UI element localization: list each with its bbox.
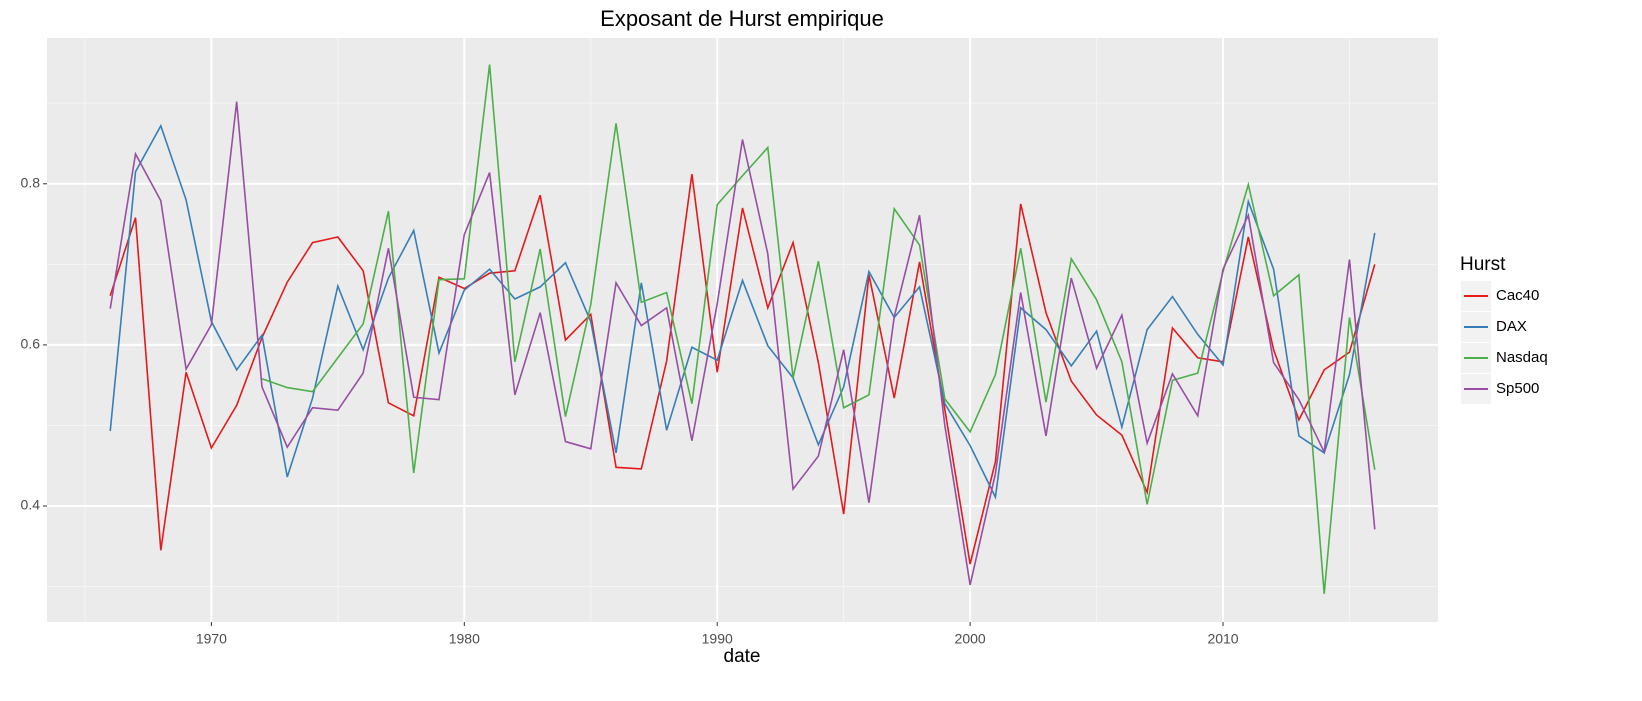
legend-label: Nasdaq: [1496, 349, 1548, 366]
y-tick-label: 0.6: [21, 336, 41, 352]
x-tick-label: 1970: [196, 631, 227, 647]
chart-title: Exposant de Hurst empirique: [600, 6, 884, 31]
line: [109, 101, 1376, 586]
line: [261, 64, 1376, 594]
line: [109, 123, 1376, 500]
panel: [47, 38, 1438, 622]
legend-title: Hurst: [1460, 254, 1506, 275]
line: [109, 174, 1376, 565]
y-tick-label: 0.4: [21, 497, 41, 513]
x-tick-label: 1990: [702, 631, 733, 647]
legend-label: DAX: [1496, 318, 1527, 335]
x-tick-label: 2000: [955, 631, 986, 647]
x-tick-label: 1980: [449, 631, 480, 647]
legend-label: Sp500: [1496, 380, 1539, 397]
x-tick-label: 2010: [1207, 631, 1238, 647]
x-axis-title: date: [724, 646, 761, 667]
legend-label: Cac40: [1496, 287, 1539, 304]
y-tick-label: 0.8: [21, 175, 41, 191]
